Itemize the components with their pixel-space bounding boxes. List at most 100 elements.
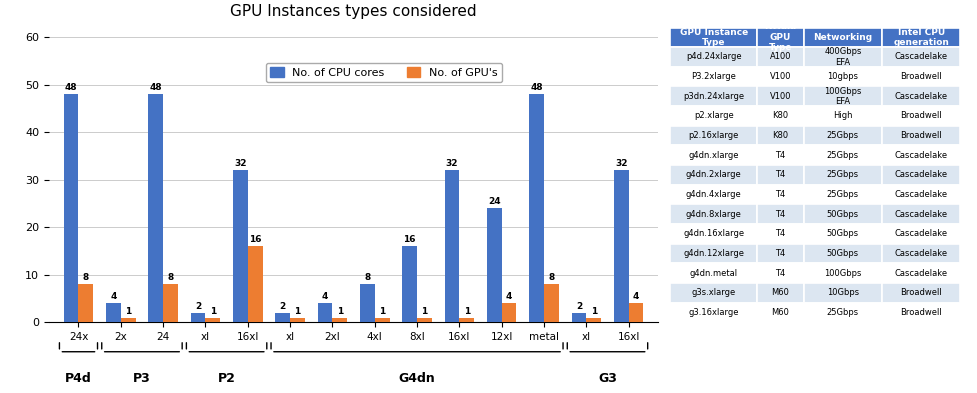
FancyBboxPatch shape [670,263,757,283]
Text: 25Gbps: 25Gbps [827,171,859,179]
FancyBboxPatch shape [757,86,804,106]
Text: G3: G3 [598,372,616,386]
Text: Broadwell: Broadwell [901,112,942,120]
Legend: No. of CPU cores, No. of GPU's: No. of CPU cores, No. of GPU's [266,62,502,82]
FancyBboxPatch shape [804,145,882,165]
Text: 32: 32 [446,159,458,168]
Bar [318,303,332,322]
Text: 32: 32 [615,159,627,168]
Text: T4: T4 [776,210,786,219]
FancyBboxPatch shape [882,165,960,185]
FancyBboxPatch shape [804,106,882,126]
FancyBboxPatch shape [882,28,960,47]
Text: g4dn.8xlarge: g4dn.8xlarge [686,210,742,219]
Text: 48: 48 [531,83,543,92]
FancyBboxPatch shape [882,263,960,283]
FancyBboxPatch shape [757,263,804,283]
FancyBboxPatch shape [670,165,757,185]
Text: p4d.24xlarge: p4d.24xlarge [686,53,742,61]
Text: 1: 1 [591,307,597,316]
Text: 2: 2 [575,302,582,311]
FancyBboxPatch shape [757,185,804,204]
FancyBboxPatch shape [670,244,757,263]
Text: T4: T4 [776,269,786,277]
Bar [205,318,220,322]
Text: 4: 4 [110,292,116,301]
FancyBboxPatch shape [670,28,757,47]
Text: 25Gbps: 25Gbps [827,308,859,317]
FancyBboxPatch shape [804,244,882,263]
Bar [375,318,390,322]
Text: 8: 8 [548,273,555,282]
FancyBboxPatch shape [804,28,882,47]
Text: T4: T4 [776,230,786,238]
FancyBboxPatch shape [670,145,757,165]
Bar [614,170,628,322]
Text: p3dn.24xlarge: p3dn.24xlarge [683,92,744,101]
FancyBboxPatch shape [882,224,960,244]
FancyBboxPatch shape [670,303,757,322]
FancyBboxPatch shape [882,67,960,86]
FancyBboxPatch shape [670,86,757,106]
FancyBboxPatch shape [757,283,804,303]
Text: g4dn.metal: g4dn.metal [690,269,738,277]
Text: 10gbps: 10gbps [828,72,859,81]
Text: P3.2xlarge: P3.2xlarge [692,72,736,81]
FancyBboxPatch shape [670,67,757,86]
FancyBboxPatch shape [804,185,882,204]
Bar [445,170,459,322]
FancyBboxPatch shape [670,224,757,244]
Bar [487,208,501,322]
Text: T4: T4 [776,249,786,258]
Title: GPU Instances types considered: GPU Instances types considered [231,4,477,19]
FancyBboxPatch shape [804,86,882,106]
Bar [572,313,586,322]
FancyBboxPatch shape [670,106,757,126]
Text: Broadwell: Broadwell [901,131,942,140]
FancyBboxPatch shape [804,283,882,303]
FancyBboxPatch shape [757,224,804,244]
Text: 10Gbps: 10Gbps [827,288,859,297]
Text: Cascadelake: Cascadelake [895,151,948,160]
FancyBboxPatch shape [757,106,804,126]
Text: 1: 1 [294,307,301,316]
Text: p2.16xlarge: p2.16xlarge [689,131,739,140]
Text: 50Gbps: 50Gbps [827,210,859,219]
Text: 400Gbps
EFA: 400Gbps EFA [825,47,862,67]
Bar [290,318,305,322]
FancyBboxPatch shape [670,283,757,303]
Text: Cascadelake: Cascadelake [895,210,948,219]
Text: M60: M60 [772,288,789,297]
Text: 32: 32 [234,159,246,168]
Bar [501,303,517,322]
FancyBboxPatch shape [757,145,804,165]
Bar [332,318,347,322]
Bar [233,170,248,322]
Text: g3.16xlarge: g3.16xlarge [689,308,739,317]
FancyBboxPatch shape [882,185,960,204]
Text: g4dn.4xlarge: g4dn.4xlarge [686,190,742,199]
Text: GPU Instance
Type: GPU Instance Type [680,28,747,47]
Bar [360,284,375,322]
FancyBboxPatch shape [757,303,804,322]
Text: 8: 8 [167,273,174,282]
Bar [628,303,644,322]
Bar [191,313,205,322]
FancyBboxPatch shape [670,47,757,67]
FancyBboxPatch shape [882,106,960,126]
Text: Cascadelake: Cascadelake [895,230,948,238]
FancyBboxPatch shape [882,204,960,224]
Text: Cascadelake: Cascadelake [895,249,948,258]
Text: Broadwell: Broadwell [901,308,942,317]
Text: V100: V100 [770,92,791,101]
FancyBboxPatch shape [882,303,960,322]
Text: 8: 8 [83,273,89,282]
Text: g4dn.xlarge: g4dn.xlarge [689,151,739,160]
Text: G4dn: G4dn [399,372,436,386]
Text: 25Gbps: 25Gbps [827,151,859,160]
Text: T4: T4 [776,171,786,179]
Text: g4dn.12xlarge: g4dn.12xlarge [683,249,744,258]
Text: 1: 1 [464,307,470,316]
Text: 1: 1 [210,307,216,316]
Bar [248,246,263,322]
